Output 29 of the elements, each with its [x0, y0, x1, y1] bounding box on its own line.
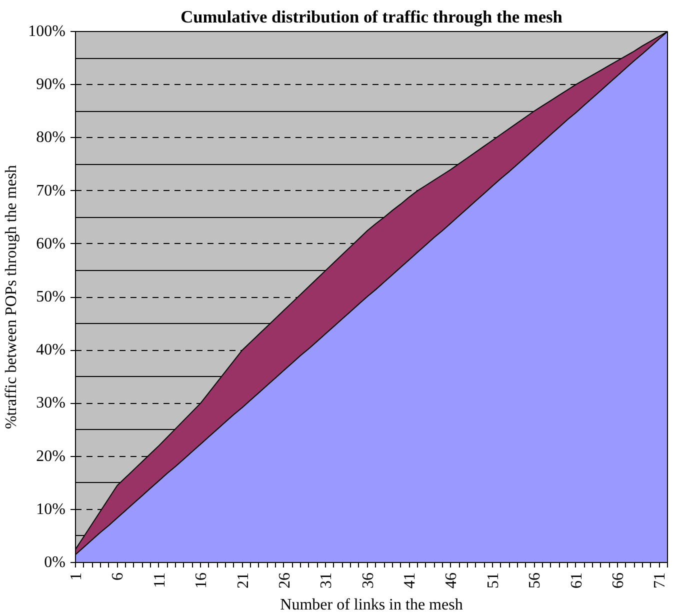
y-tick-label: 50% — [36, 288, 66, 306]
x-axis-title: Number of links in the mesh — [280, 596, 463, 614]
y-tick-label: 10% — [36, 500, 66, 518]
x-tick-label: 1 — [68, 572, 85, 580]
y-tick-label: 40% — [36, 342, 66, 359]
y-tick-label: 90% — [36, 76, 66, 94]
y-tick-label: 60% — [36, 235, 66, 252]
x-tick-label: 6 — [110, 572, 127, 580]
x-tick-label: 51 — [484, 572, 502, 588]
y-tick-label: 80% — [36, 129, 66, 146]
x-tick-label: 66 — [610, 572, 627, 588]
y-tick-label: 100% — [28, 23, 66, 40]
y-tick-label: 0% — [44, 554, 66, 571]
x-tick-label: 46 — [443, 572, 460, 588]
y-tick-label: 30% — [36, 394, 66, 412]
x-tick-label: 61 — [568, 572, 586, 588]
x-tick-label: 26 — [276, 572, 294, 588]
x-tick-label: 71 — [652, 572, 669, 588]
x-tick-label: 31 — [318, 572, 336, 588]
x-tick-label: 21 — [234, 572, 252, 588]
chart-title: Cumulative distribution of traffic through the mesh — [180, 8, 563, 26]
y-tick-label: 20% — [36, 448, 66, 465]
x-tick-label: 56 — [526, 572, 544, 588]
y-axis-title: %traffic between POPs through the mesh — [3, 164, 20, 430]
x-tick-label: 41 — [402, 572, 419, 588]
x-tick-label: 11 — [151, 572, 168, 588]
x-tick-label: 16 — [193, 572, 210, 588]
y-tick-label: 70% — [36, 182, 66, 200]
x-tick-label: 36 — [360, 572, 377, 588]
